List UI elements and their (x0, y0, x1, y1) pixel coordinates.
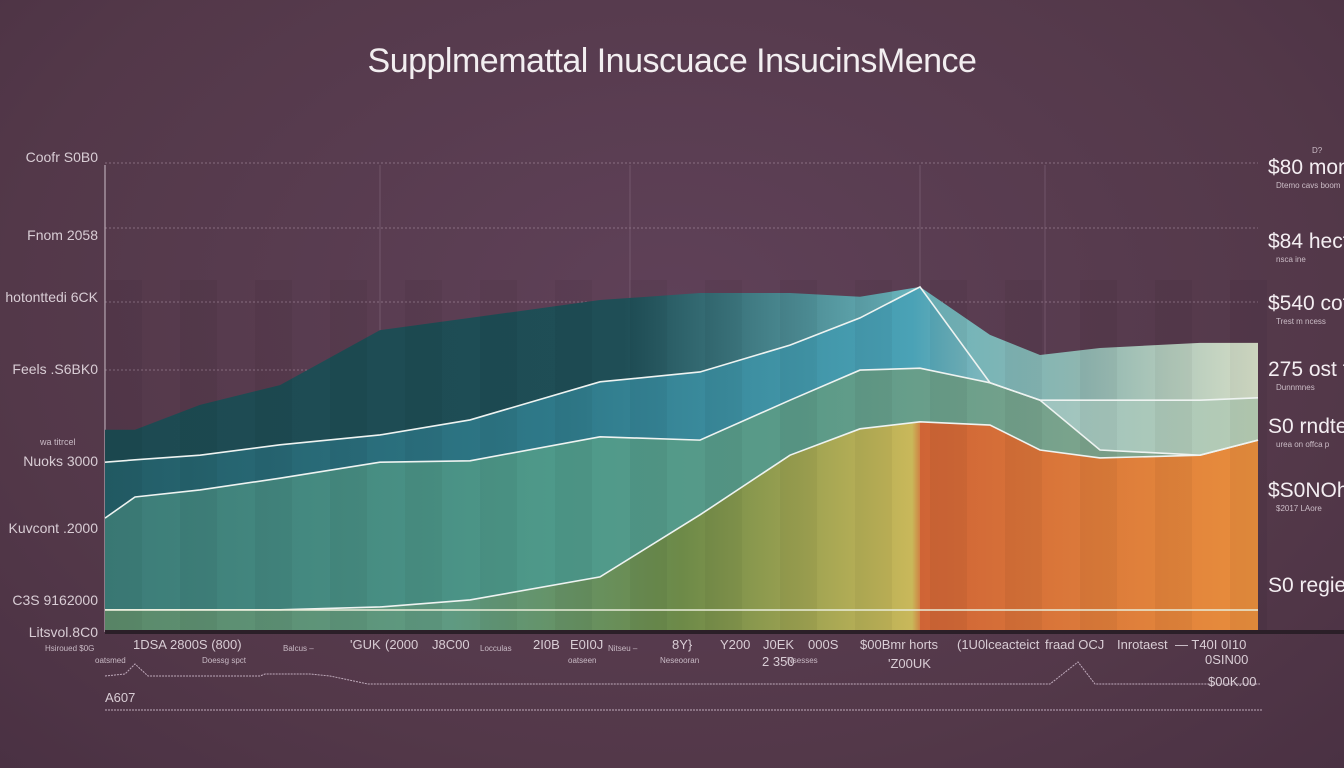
y-tick-label: Litsvol.8C0 (28, 624, 98, 640)
stripe (705, 280, 742, 630)
x-tick-label: Y200 (720, 637, 751, 652)
right-value-label: $S0NOhe (1268, 479, 1344, 502)
bottom-guide-line-1 (104, 661, 1260, 685)
x-tick-label: Hsiroued $0G (45, 644, 95, 653)
x-tick-label: $00Bmr horts (860, 637, 939, 652)
chart-title: Supplmemattal Inuscuace InsucinsMence (367, 42, 977, 80)
right-value-sublabel: urea on offca p (1276, 440, 1330, 449)
y-tick-label: Coofr S0B0 (25, 149, 98, 165)
x-tick-label: Balcus – (283, 644, 314, 653)
right-value-sublabel: Dtemo cavs boom (1276, 181, 1341, 190)
x-tick-label: 2I0B (533, 637, 560, 652)
highlight-area (920, 421, 1258, 630)
x-footer-label: $00K.00 (1208, 674, 1257, 689)
series-line-2 (104, 367, 1259, 519)
stripe (930, 280, 967, 630)
x-tick-label: E0I0J (570, 637, 604, 652)
x-tick-sublabel: Neseooran (660, 656, 700, 665)
x-tick-label: — T40I 0I10 (1175, 637, 1247, 652)
stripe (780, 280, 817, 630)
right-value-label: $80 mon (1268, 156, 1344, 179)
right-value-label: 275 ost t (1268, 358, 1344, 381)
x-tick-sublabel: Doessg spct (202, 656, 247, 665)
x-tick-label: 000S (808, 637, 839, 652)
x-tick-sublabel: 2 350 (762, 654, 795, 669)
x-tick-label: Inrotaest (1117, 637, 1168, 652)
x-tick-label: fraad OCJ (1045, 637, 1105, 652)
right-value-label: $84 hecttic (1268, 230, 1344, 253)
stripe (630, 280, 667, 630)
stripe (255, 280, 292, 630)
y-tick-label: Nuoks 3000 (23, 453, 98, 469)
stripe (1005, 280, 1042, 630)
x-tick-label: Locculas (480, 644, 512, 653)
x-tick-label: 8Y} (672, 637, 693, 652)
y-tick-label: C3S 9162000 (12, 592, 98, 608)
x-tick-label: 'GUK (350, 637, 381, 652)
y-tick-sublabel: wa titrcel (40, 437, 76, 447)
right-value-label: $540 cof (1268, 292, 1344, 315)
x-tick-label: J8C00 (432, 637, 470, 652)
stripe (330, 280, 367, 630)
x-tick-label: (1U0lceacteict (957, 637, 1040, 652)
stripe (1230, 280, 1267, 630)
stripe (1080, 280, 1117, 630)
x-tick-sublabel: 'Z00UK (888, 656, 931, 671)
x-tick-label: 2800S (800) (170, 637, 242, 652)
stripe (555, 280, 592, 630)
x-tick-sublabel: oatsmed (95, 656, 126, 665)
x-footer-label: A607 (105, 690, 136, 705)
x-tick-sublabel: 0SIN00 (1205, 652, 1249, 667)
y-tick-label: hotonttedi 6CK (5, 289, 98, 305)
right-value-toplabel: D? (1312, 146, 1323, 155)
stripe (405, 280, 442, 630)
x-tick-label: 1DSA (133, 637, 167, 652)
right-value-sublabel: nsca ine (1276, 255, 1306, 264)
x-tick-label: (2000 (385, 637, 419, 652)
right-value-sublabel: Trest m ncess (1276, 317, 1326, 326)
series-line-1 (104, 285, 1259, 464)
x-tick-label: J0EK (763, 637, 795, 652)
y-tick-label: Kuvcont .2000 (8, 520, 98, 536)
right-value-sublabel: Dunnmnes (1276, 383, 1315, 392)
x-tick-sublabel: oatseen (568, 656, 597, 665)
right-value-sublabel: $2017 LAore (1276, 504, 1322, 513)
stripe (105, 280, 142, 630)
y-tick-label: Feels .S6BK0 (12, 361, 98, 377)
y-tick-label: Fnom 2058 (27, 227, 98, 243)
right-value-label: S0 rndte (1268, 415, 1344, 438)
right-value-label: S0 regiel (1268, 574, 1344, 597)
x-axis-bar (105, 630, 1344, 634)
stripe (855, 280, 892, 630)
x-tick-label: Nitseu – (608, 644, 638, 653)
x-tick-sublabel: Nsesses (787, 656, 818, 665)
